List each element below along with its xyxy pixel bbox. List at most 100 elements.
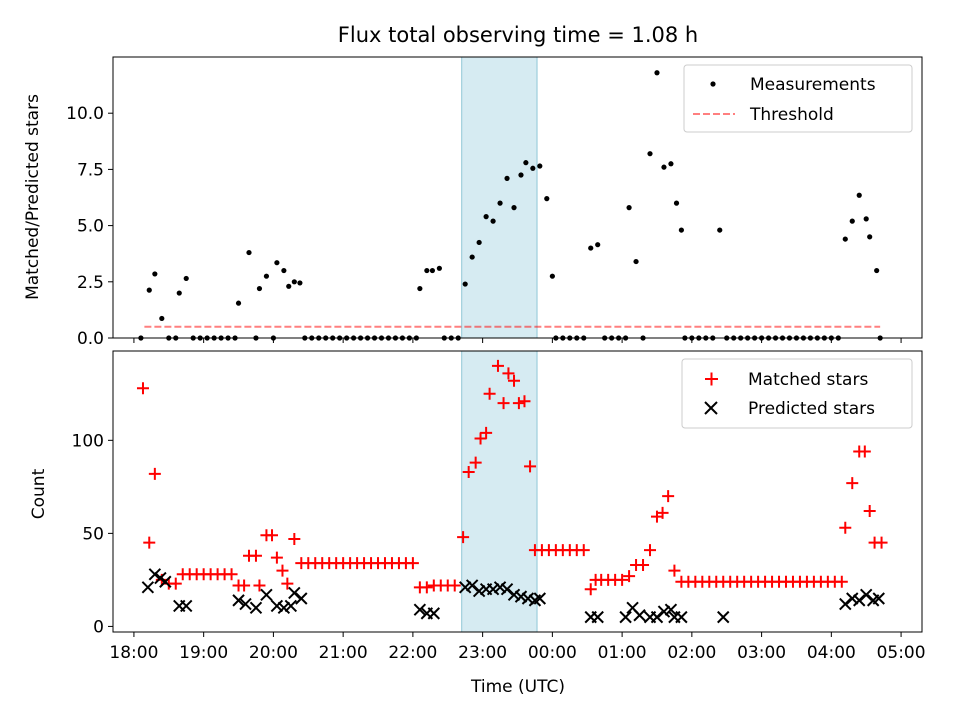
top-legend: Measurements Threshold xyxy=(683,64,913,133)
matched-star-point xyxy=(406,557,419,570)
top-y-tick-label: 0.0 xyxy=(77,329,104,349)
matched-star-point xyxy=(637,559,650,572)
matched-star-point xyxy=(448,579,461,592)
top-y-tick-label: 5.0 xyxy=(77,217,104,237)
matched-star-point xyxy=(253,579,266,592)
x-tick-label: 18:00 xyxy=(109,643,158,663)
matched-star-point xyxy=(875,536,888,549)
bottom-axes-frame xyxy=(112,350,923,633)
predicted-star-point xyxy=(514,590,528,603)
measurement-point xyxy=(476,239,482,246)
predicted-star-point xyxy=(284,599,298,613)
predicted-star-point xyxy=(846,592,859,605)
matched-star-point xyxy=(136,382,149,395)
predicted-star-point xyxy=(521,592,535,605)
bottom-legend-box xyxy=(681,358,913,429)
x-tick-label: 20:00 xyxy=(249,643,298,663)
top-y-tick-label: 7.5 xyxy=(77,160,104,180)
bottom-y-tick-label: 0 xyxy=(93,617,104,637)
x-tick-label: 05:00 xyxy=(877,643,926,663)
matched-star-point xyxy=(457,531,470,544)
measurement-point xyxy=(549,273,555,279)
matched-star-point xyxy=(238,579,251,592)
measurement-point xyxy=(291,279,297,285)
x-tick-label: 23:00 xyxy=(458,643,507,663)
top-y-axis-label: Matched/Predicted stars xyxy=(23,94,43,300)
bottom-x-ticks: 18:00 19:00 20:00 21:00 22:00 23:00 00:00 01:00… xyxy=(109,632,926,663)
threshold-legend-label: Threshold xyxy=(749,105,834,125)
measurements-legend-label: Measurements xyxy=(750,75,876,95)
measurement-point xyxy=(176,290,182,296)
predicted-star-point xyxy=(270,599,284,613)
predicted-star-point xyxy=(180,599,193,613)
measurement-point xyxy=(856,192,862,198)
top-x-ticks xyxy=(133,338,902,343)
measurement-point xyxy=(297,280,303,286)
measurement-point xyxy=(490,218,496,224)
x-tick-label: 04:00 xyxy=(807,643,856,663)
predicted-star-point xyxy=(413,603,427,616)
predicted-star-point xyxy=(458,581,472,594)
matched-star-point xyxy=(469,456,482,469)
matched-star-point xyxy=(863,505,876,518)
predicted-star-point xyxy=(148,568,162,581)
measurement-point xyxy=(867,234,873,240)
predicted-star-point xyxy=(507,588,521,601)
measurement-point xyxy=(281,267,287,274)
x-tick-label: 02:00 xyxy=(667,643,716,663)
matched-star-point xyxy=(584,583,597,596)
measurement-point xyxy=(654,70,660,76)
predicted-star-point xyxy=(249,601,263,615)
measurement-point xyxy=(511,205,517,211)
matched-star-point xyxy=(497,397,510,410)
observing-window-shade xyxy=(461,56,538,339)
matched-star-point xyxy=(288,532,301,545)
matched-star-point xyxy=(491,359,504,372)
x-tick-label: 03:00 xyxy=(737,643,786,663)
measurement-point xyxy=(497,200,503,206)
measurement-point xyxy=(246,249,252,256)
measurement-point xyxy=(523,160,529,166)
matched-star-point xyxy=(249,549,262,562)
predicted-star-point xyxy=(872,592,885,605)
matched-star-point xyxy=(276,564,289,577)
measurement-point xyxy=(235,300,242,306)
x-axis-label: Time (UTC) xyxy=(470,677,565,697)
matched-star-point xyxy=(524,460,537,473)
predicted-star-point xyxy=(717,610,730,624)
matched-star-point xyxy=(270,551,283,564)
matched-star-point xyxy=(169,577,182,590)
measurement-point xyxy=(286,283,292,289)
measurement-point xyxy=(483,214,489,220)
measurement-point xyxy=(717,227,723,233)
matched-star-point xyxy=(846,477,859,490)
matched-star-point xyxy=(281,577,294,590)
predicted-star-point xyxy=(277,601,291,615)
bottom-legend: Matched stars Predicted stars xyxy=(681,358,913,429)
measurement-point xyxy=(518,172,524,178)
measurement-point xyxy=(530,165,536,171)
top-y-ticks: 0.0 2.5 5.0 7.5 10.0 xyxy=(66,104,113,349)
measurement-point xyxy=(504,175,510,181)
matched-star-point xyxy=(835,575,848,588)
measurement-point xyxy=(595,242,601,248)
measurement-point xyxy=(874,267,880,274)
measurements-legend-marker xyxy=(710,81,716,87)
matched-star-point xyxy=(668,564,681,577)
predicted-star-point xyxy=(493,581,507,594)
matched-star-point xyxy=(474,432,487,445)
observing-window-shade-bottom xyxy=(461,350,538,633)
top-axes-frame xyxy=(112,56,923,339)
x-tick-label: 01:00 xyxy=(598,643,647,663)
predicted-star-point xyxy=(260,588,273,601)
measurement-point xyxy=(647,151,653,157)
chart-title: Flux total observing time = 1.08 h xyxy=(338,23,698,47)
matched-star-point xyxy=(623,570,636,583)
measurement-point xyxy=(633,258,639,265)
matched-star-point xyxy=(577,544,590,557)
bottom-y-ticks: 0 50 100 xyxy=(72,431,113,637)
predicted-star-point xyxy=(141,581,155,594)
predicted-star-points xyxy=(141,568,885,624)
x-tick-label: 19:00 xyxy=(179,643,228,663)
